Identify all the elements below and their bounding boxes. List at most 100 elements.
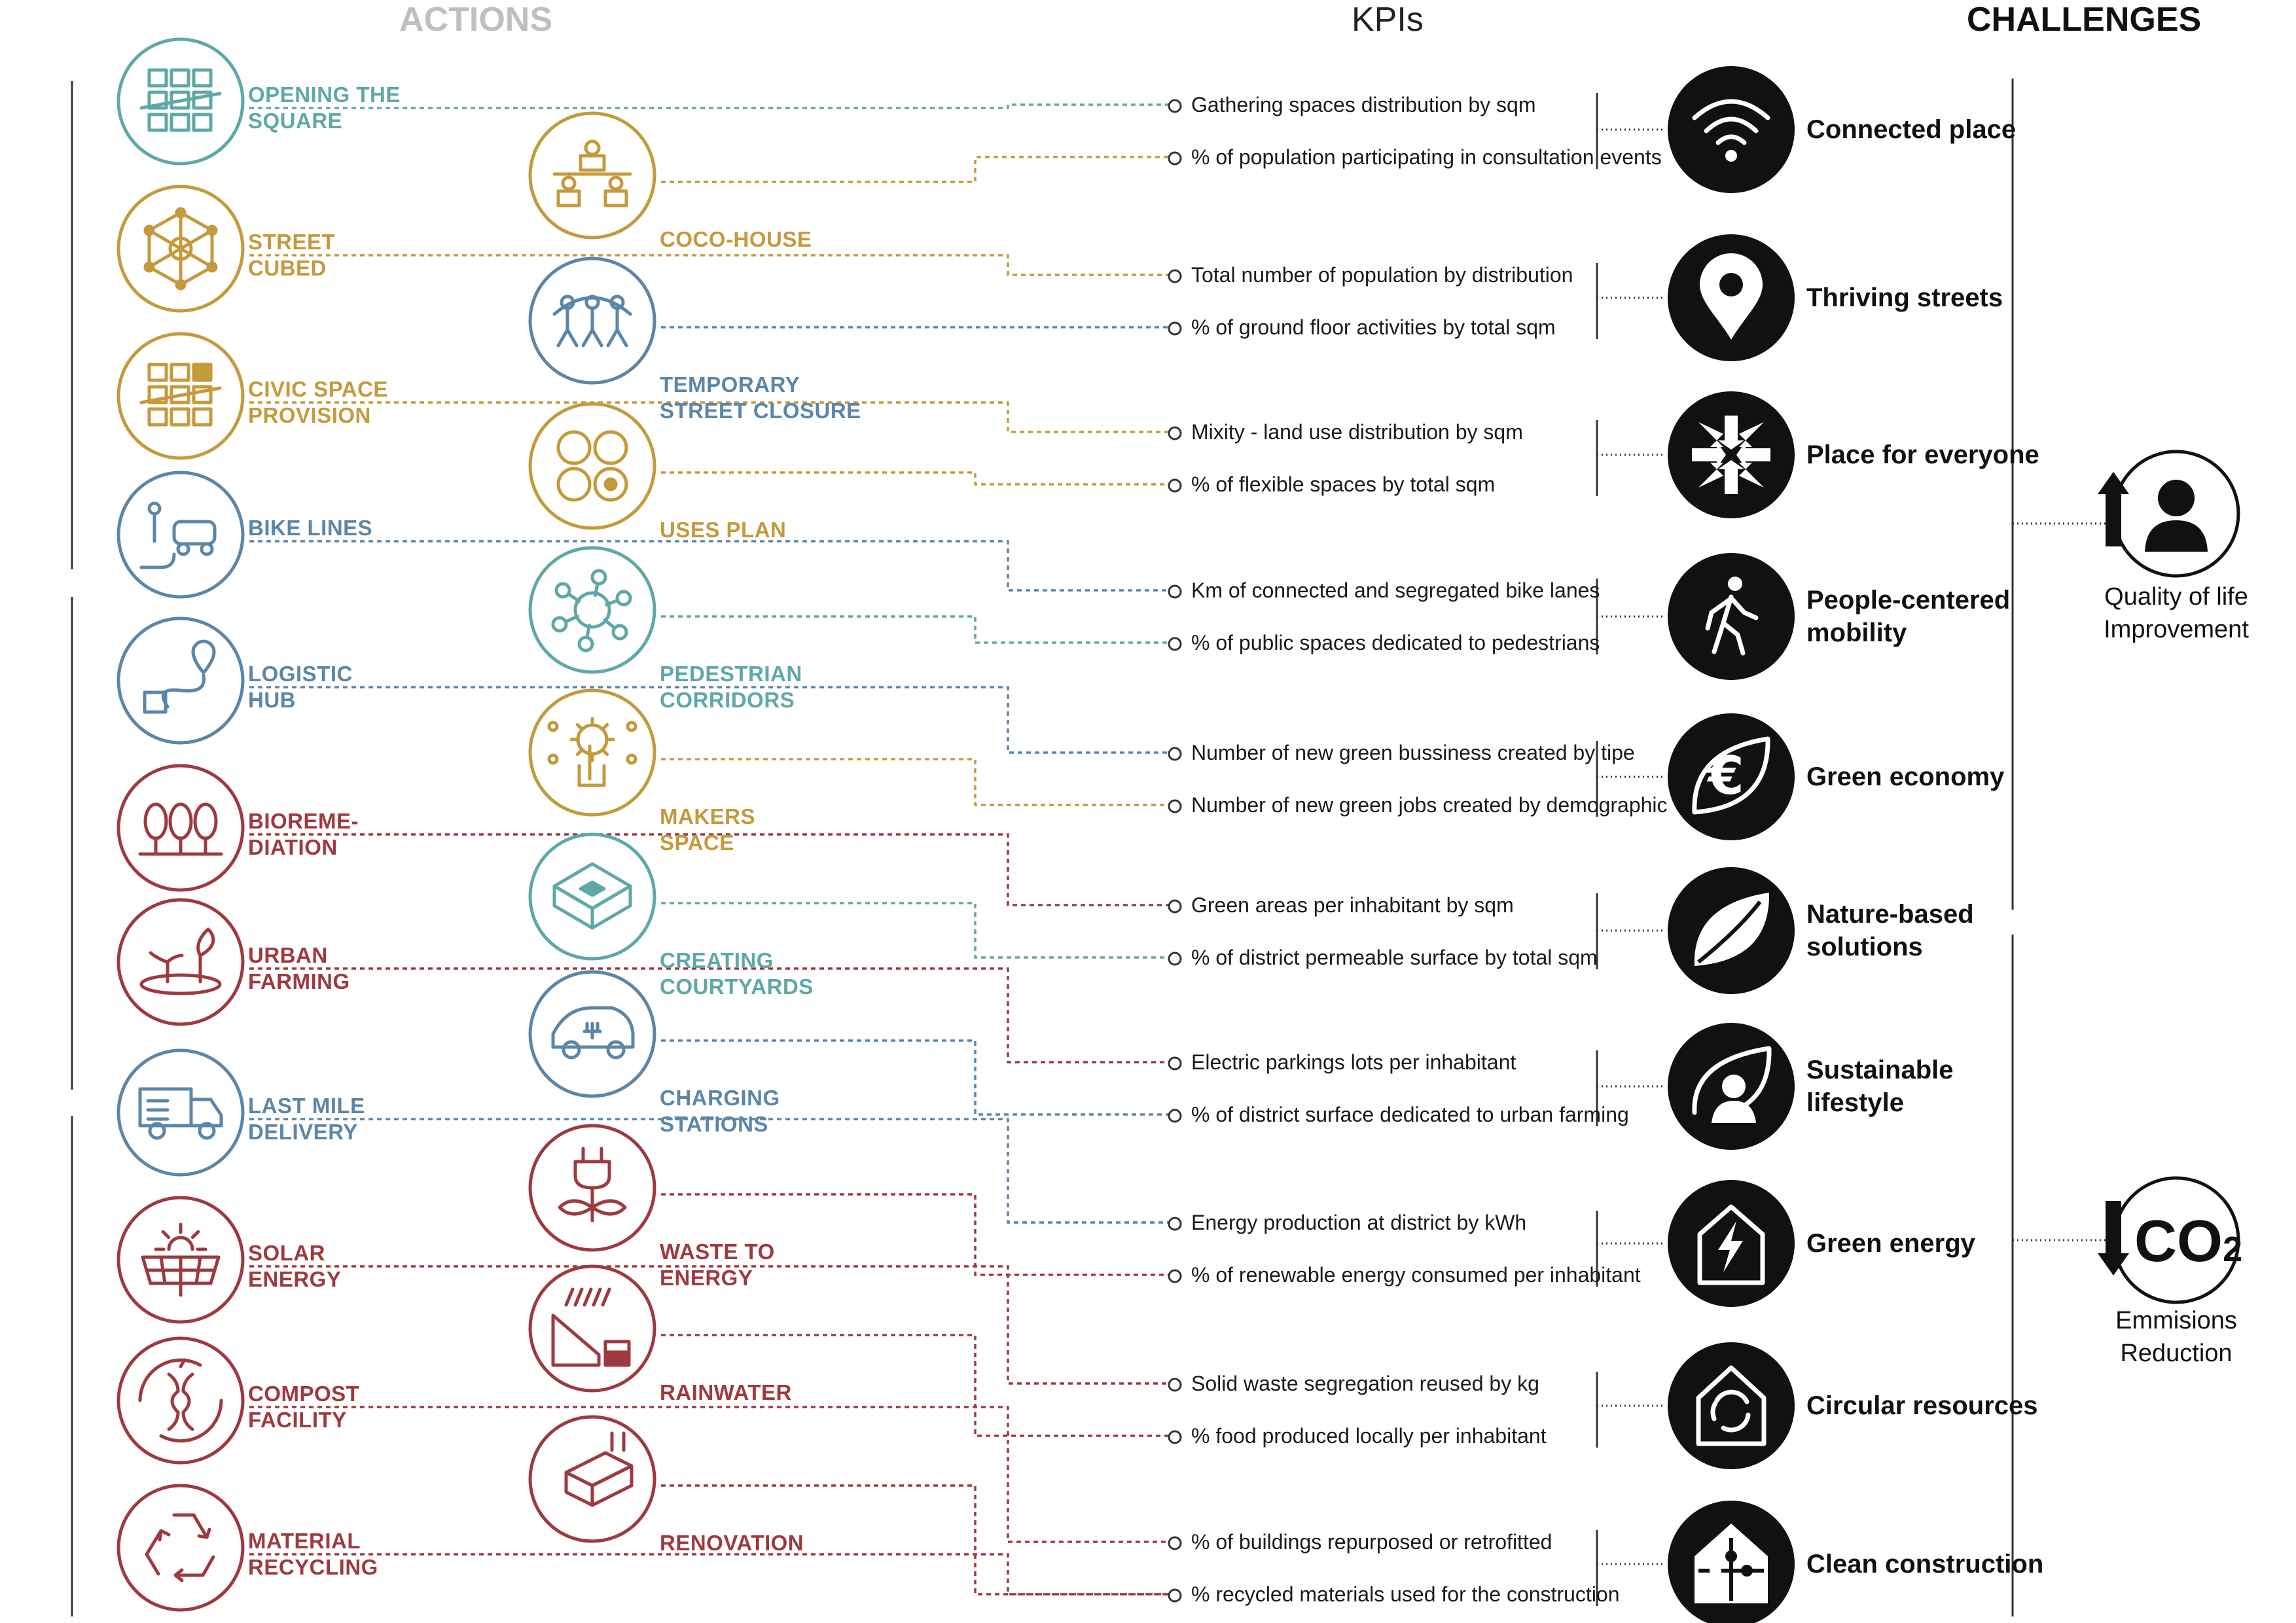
challenge-node: [1668, 1501, 1795, 1623]
action-node: [117, 764, 245, 892]
kpi-item: % of ground floor activities by total sq…: [1191, 315, 1556, 339]
kpi-item: % food produced locally per inhabitant: [1191, 1424, 1547, 1448]
kpi-item: % of district surface dedicated to urban…: [1191, 1103, 1629, 1126]
action-label: FACILITY: [248, 1408, 347, 1432]
connector-line: [249, 103, 1172, 109]
action-node: [117, 332, 245, 460]
challenge-circle: [1668, 391, 1795, 518]
action-label: RENOVATION: [660, 1531, 804, 1555]
kpis-header: KPIs: [1352, 1, 1424, 39]
action-node: [528, 402, 656, 530]
action-circle: [528, 402, 656, 530]
kpi-bullet: [1168, 478, 1182, 493]
action-circle: [528, 1264, 656, 1393]
action-circle: [117, 764, 245, 892]
action-label: DIATION: [248, 835, 338, 859]
challenge-label: Green economy: [1806, 762, 2005, 791]
network-cube-icon: [143, 207, 218, 291]
action-node: [528, 1264, 656, 1393]
kpi-bullet: [1168, 899, 1182, 914]
square-grid-icon: [139, 68, 222, 132]
action-label: PROVISION: [248, 403, 371, 427]
action-label: BIKE LINES: [248, 516, 373, 540]
kpi-bullet: [1168, 799, 1182, 813]
action-label: CREATING: [660, 948, 774, 972]
action-node: [117, 471, 245, 599]
courtyard-blocks-icon: [552, 862, 632, 930]
person-up-arrow-icon: [2098, 450, 2240, 578]
action-label: SOLAR: [248, 1241, 325, 1265]
action-label: STATIONS: [660, 1112, 768, 1136]
leaf-icon: [1694, 893, 1770, 966]
action-label: ENERGY: [660, 1266, 753, 1290]
recycle-icon: [145, 1513, 215, 1582]
action-circle: [117, 471, 245, 599]
action-label: SPACE: [660, 830, 734, 855]
kpi-item: Green areas per inhabitant by sqm: [1191, 893, 1514, 917]
kpi-item: Gathering spaces distribution by sqm: [1191, 93, 1536, 116]
challenge-node: [1668, 1023, 1795, 1150]
kpi-item: % of flexible spaces by total sqm: [1191, 473, 1496, 496]
kpi-bullet: [1168, 584, 1182, 599]
connector-line: [661, 758, 1172, 806]
kpi-item: % of public spaces dedicated to pedestri…: [1191, 631, 1600, 654]
action-circle: [528, 546, 656, 674]
delivery-truck-icon: [138, 1087, 223, 1140]
challenge-circle: [1668, 66, 1795, 193]
connector-line: [249, 686, 1172, 754]
kpi-item: Km of connected and segregated bike lane…: [1191, 579, 1600, 602]
action-node: [117, 616, 245, 745]
connector-line: [249, 1553, 1172, 1596]
action-label: PEDESTRIAN: [660, 662, 802, 686]
action-node: [117, 1484, 245, 1612]
challenge-node: €: [1668, 713, 1795, 840]
action-label: STREET CLOSURE: [660, 399, 861, 423]
action-label: FARMING: [248, 969, 350, 993]
challenge-node: [1668, 1342, 1795, 1469]
challenge-label: Thriving streets: [1806, 283, 2003, 312]
kpi-bullet: [1168, 1109, 1182, 1123]
connector-line: [661, 1334, 1172, 1437]
action-node: [528, 546, 656, 674]
kpi-item: % of renewable energy consumed per inhab…: [1191, 1263, 1641, 1287]
action-label: RECYCLING: [248, 1555, 378, 1579]
connector-line: [661, 471, 1172, 486]
challenge-label: Green energy: [1806, 1229, 1975, 1258]
action-label: USES PLAN: [660, 518, 787, 542]
action-circle: [117, 1484, 245, 1612]
challenge-node: [1668, 867, 1795, 994]
brick-tools-icon: [564, 1431, 634, 1507]
challenge-label: Sustainable: [1806, 1056, 1954, 1084]
challenge-node: [1668, 391, 1795, 518]
map-pin-icon: [1700, 253, 1763, 340]
action-node: [117, 37, 245, 166]
challenge-node: [1668, 1180, 1795, 1307]
rain-roof-icon: [551, 1287, 631, 1367]
action-label: MAKERS: [660, 804, 756, 829]
kpi-bullet: [1168, 637, 1182, 651]
kpi-bullet: [1168, 151, 1182, 166]
kpi-item: % of buildings repurposed or retrofitted: [1191, 1530, 1552, 1554]
leaf-person-icon: [1692, 1046, 1772, 1123]
action-label: COCO-HOUSE: [660, 227, 812, 251]
kpi-item: Solid waste segregation reused by kg: [1191, 1372, 1539, 1395]
electric-car-icon: [551, 1006, 635, 1060]
connector-line: [661, 1039, 1172, 1116]
challenge-label: Place for everyone: [1806, 440, 2039, 469]
kpi-item: Number of new green jobs created by demo…: [1191, 793, 1668, 817]
converge-arrows-icon: [1692, 416, 1770, 494]
action-label: CIVIC SPACE: [248, 377, 388, 401]
kpi-bullet: [1168, 1378, 1182, 1392]
kpi-bullet: [1168, 99, 1182, 113]
action-label: TEMPORARY: [660, 372, 800, 397]
action-node: [117, 185, 245, 313]
kpi-item: Energy production at district by kWh: [1191, 1211, 1527, 1234]
connector-line: [661, 156, 1172, 183]
action-label: WASTE TO: [660, 1240, 775, 1264]
connector-line: [249, 1265, 1172, 1385]
kpi-bullet: [1168, 952, 1182, 966]
action-label: STREET: [248, 230, 336, 254]
action-label: COURTYARDS: [660, 974, 814, 999]
challenge-circle: [1668, 1342, 1795, 1469]
